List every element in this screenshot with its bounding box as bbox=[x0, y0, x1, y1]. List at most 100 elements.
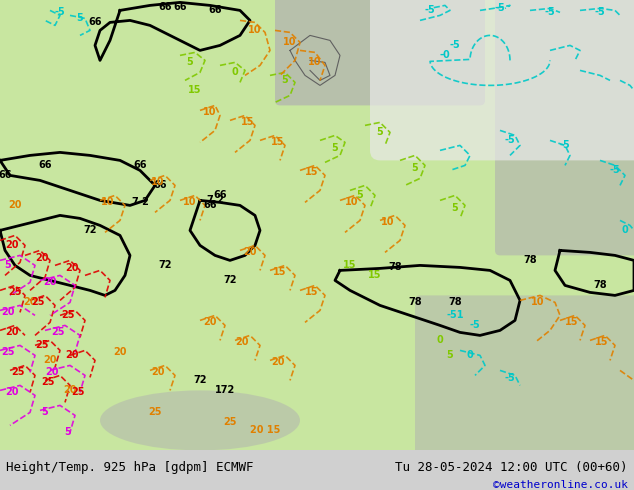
Text: 15: 15 bbox=[305, 288, 319, 297]
Text: 10: 10 bbox=[204, 107, 217, 118]
Text: 25: 25 bbox=[1, 347, 15, 357]
Text: 5: 5 bbox=[377, 127, 384, 137]
Text: -51: -51 bbox=[446, 310, 463, 320]
Text: 5: 5 bbox=[332, 144, 339, 153]
Text: 15: 15 bbox=[566, 318, 579, 327]
Text: 10: 10 bbox=[283, 37, 297, 48]
Text: Tu 28-05-2024 12:00 UTC (00+60): Tu 28-05-2024 12:00 UTC (00+60) bbox=[395, 461, 628, 474]
Text: 66: 66 bbox=[38, 160, 52, 171]
Text: 5: 5 bbox=[186, 57, 193, 68]
Text: 66: 66 bbox=[0, 171, 12, 180]
Text: 20: 20 bbox=[113, 347, 127, 357]
Text: 25: 25 bbox=[51, 327, 65, 338]
Text: 20: 20 bbox=[5, 327, 19, 338]
Text: 20: 20 bbox=[5, 241, 19, 250]
Text: 25: 25 bbox=[41, 377, 55, 388]
Text: 5: 5 bbox=[356, 191, 363, 200]
Text: 20: 20 bbox=[65, 264, 79, 273]
Text: 78: 78 bbox=[408, 297, 422, 307]
Text: 72: 72 bbox=[83, 225, 97, 235]
Text: 25: 25 bbox=[71, 388, 85, 397]
Text: -5: -5 bbox=[610, 166, 621, 175]
Text: 5: 5 bbox=[77, 13, 84, 24]
FancyBboxPatch shape bbox=[415, 295, 634, 455]
Text: 78: 78 bbox=[593, 280, 607, 291]
Text: 20: 20 bbox=[243, 247, 257, 257]
Text: 5: 5 bbox=[281, 75, 288, 85]
Text: 20: 20 bbox=[5, 388, 19, 397]
Text: 10: 10 bbox=[183, 197, 197, 207]
Text: 66: 66 bbox=[153, 180, 167, 191]
Text: 20: 20 bbox=[1, 307, 15, 318]
Text: 15: 15 bbox=[242, 118, 255, 127]
Text: -5: -5 bbox=[505, 135, 515, 146]
Text: 20: 20 bbox=[43, 355, 57, 366]
Text: 20: 20 bbox=[235, 338, 249, 347]
Text: -5: -5 bbox=[545, 7, 555, 18]
Ellipse shape bbox=[100, 391, 300, 450]
Text: 78: 78 bbox=[448, 297, 462, 307]
Text: 20: 20 bbox=[8, 200, 22, 210]
Text: 10: 10 bbox=[381, 218, 395, 227]
Text: 15: 15 bbox=[595, 338, 609, 347]
FancyBboxPatch shape bbox=[275, 0, 485, 105]
Text: 7 2: 7 2 bbox=[207, 196, 223, 205]
Text: 10: 10 bbox=[249, 25, 262, 35]
Text: 66: 66 bbox=[208, 5, 222, 15]
Text: 15: 15 bbox=[273, 268, 287, 277]
Text: 0: 0 bbox=[231, 68, 238, 77]
Text: 78: 78 bbox=[388, 263, 402, 272]
Text: 66: 66 bbox=[213, 191, 227, 200]
Text: 5: 5 bbox=[411, 163, 418, 173]
Text: 5: 5 bbox=[42, 407, 48, 417]
Text: 20: 20 bbox=[63, 386, 77, 395]
Text: -5: -5 bbox=[595, 7, 605, 18]
Text: 25: 25 bbox=[36, 341, 49, 350]
Text: 20: 20 bbox=[36, 253, 49, 264]
Text: 66: 66 bbox=[158, 2, 172, 12]
Text: -5: -5 bbox=[425, 5, 436, 15]
Text: Height/Temp. 925 hPa [gdpm] ECMWF: Height/Temp. 925 hPa [gdpm] ECMWF bbox=[6, 461, 254, 474]
Text: -5: -5 bbox=[470, 320, 481, 330]
Text: 20: 20 bbox=[204, 318, 217, 327]
Text: 15: 15 bbox=[343, 260, 357, 270]
Text: 20: 20 bbox=[43, 277, 57, 288]
Text: 78: 78 bbox=[523, 255, 537, 266]
Text: 25: 25 bbox=[8, 288, 22, 297]
Text: 10: 10 bbox=[308, 57, 321, 68]
FancyBboxPatch shape bbox=[370, 0, 634, 160]
Text: 5: 5 bbox=[65, 427, 72, 438]
Text: 20: 20 bbox=[45, 368, 59, 377]
Text: 20: 20 bbox=[152, 368, 165, 377]
Text: 25: 25 bbox=[31, 297, 45, 307]
Text: 0: 0 bbox=[467, 350, 474, 361]
Text: 66: 66 bbox=[204, 200, 217, 210]
Text: 10: 10 bbox=[152, 177, 165, 187]
Text: -5: -5 bbox=[495, 3, 505, 13]
Text: 5: 5 bbox=[446, 350, 453, 361]
Text: 66: 66 bbox=[133, 160, 146, 171]
Text: 5: 5 bbox=[4, 260, 11, 270]
Text: 25: 25 bbox=[148, 407, 162, 417]
Text: -5: -5 bbox=[450, 40, 460, 50]
Text: -5: -5 bbox=[55, 7, 65, 18]
Text: 7 2: 7 2 bbox=[132, 197, 148, 207]
Text: 72: 72 bbox=[193, 375, 207, 386]
Text: -0: -0 bbox=[439, 50, 450, 60]
Text: 10: 10 bbox=[101, 197, 115, 207]
Text: 15: 15 bbox=[305, 168, 319, 177]
Text: 72: 72 bbox=[223, 275, 236, 285]
Text: 20: 20 bbox=[23, 297, 37, 307]
Text: 72: 72 bbox=[158, 260, 172, 270]
Text: 25: 25 bbox=[11, 368, 25, 377]
Text: 15: 15 bbox=[271, 137, 285, 147]
Text: 5: 5 bbox=[451, 203, 458, 214]
Text: 172: 172 bbox=[215, 386, 235, 395]
Text: 66: 66 bbox=[88, 18, 101, 27]
Text: 10: 10 bbox=[346, 197, 359, 207]
FancyBboxPatch shape bbox=[495, 0, 634, 255]
Text: 10: 10 bbox=[531, 297, 545, 307]
Text: 0: 0 bbox=[437, 335, 443, 345]
Text: 66: 66 bbox=[173, 2, 187, 12]
Text: 25: 25 bbox=[61, 310, 75, 320]
